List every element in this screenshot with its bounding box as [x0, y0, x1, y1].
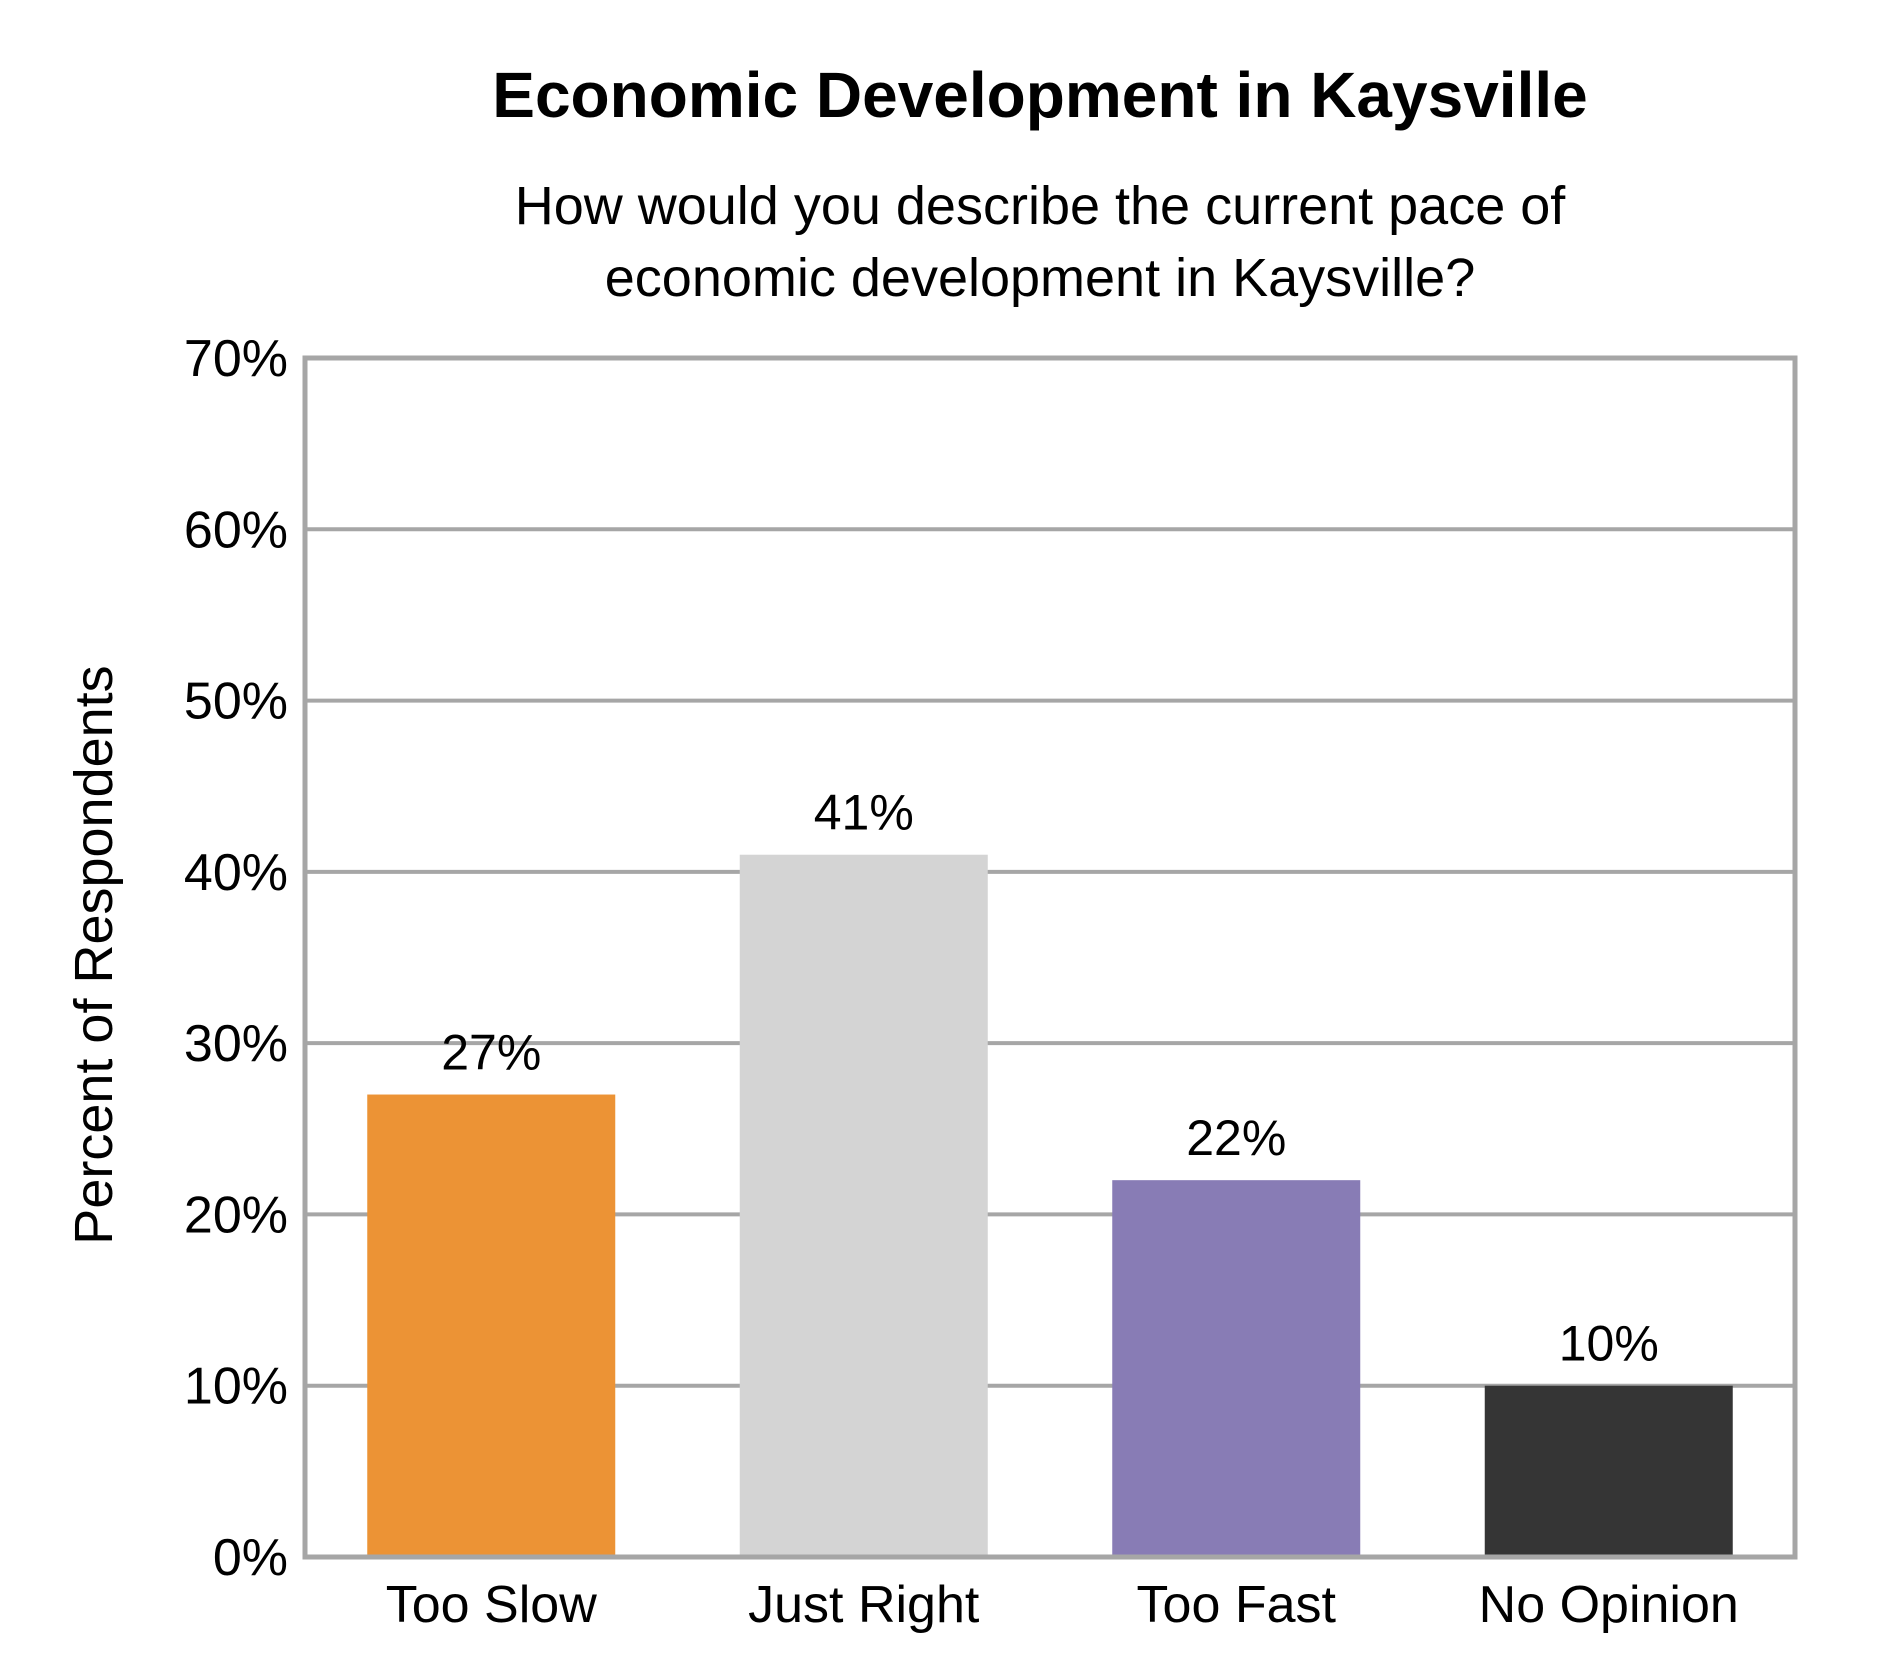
y-tick-label: 10%	[184, 1358, 288, 1416]
data-labels: 27% 41% 22% 10%	[441, 785, 1659, 1372]
y-tick-label: 40%	[184, 844, 288, 902]
bars	[367, 854, 1733, 1557]
data-label: 10%	[1559, 1316, 1659, 1372]
data-label: 27%	[441, 1025, 541, 1081]
plot-frame	[302, 355, 1798, 1560]
chart-title: Economic Development in Kaysville	[492, 59, 1588, 131]
y-tick-label: 20%	[184, 1186, 288, 1244]
x-axis-ticks: Too Slow Just Right Too Fast No Opinion	[386, 1576, 1739, 1634]
y-tick-label: 60%	[184, 501, 288, 559]
y-tick-label: 50%	[184, 673, 288, 731]
y-tick-label: 0%	[213, 1529, 288, 1587]
y-axis-ticks: 0% 10% 20% 30% 40% 50% 60% 70%	[184, 330, 288, 1587]
plot-border	[302, 355, 1798, 1560]
chart-subtitle-line-2: economic development in Kaysville?	[604, 248, 1476, 308]
chart-subtitle-line-1: How would you describe the current pace …	[514, 176, 1566, 236]
y-axis-title: Percent of Respondents	[64, 665, 124, 1244]
bar-no-opinion	[1484, 1385, 1733, 1557]
bar-too-fast	[1112, 1180, 1361, 1557]
x-tick-label: Just Right	[748, 1576, 980, 1634]
x-tick-label: Too Slow	[386, 1576, 597, 1634]
data-label: 22%	[1186, 1110, 1286, 1166]
bar-just-right	[739, 854, 988, 1557]
y-tick-label: 30%	[184, 1015, 288, 1073]
bar-too-slow	[367, 1094, 616, 1557]
data-label: 41%	[814, 785, 914, 841]
y-tick-label: 70%	[184, 330, 288, 388]
x-tick-label: Too Fast	[1137, 1576, 1337, 1634]
x-tick-label: No Opinion	[1479, 1576, 1739, 1634]
